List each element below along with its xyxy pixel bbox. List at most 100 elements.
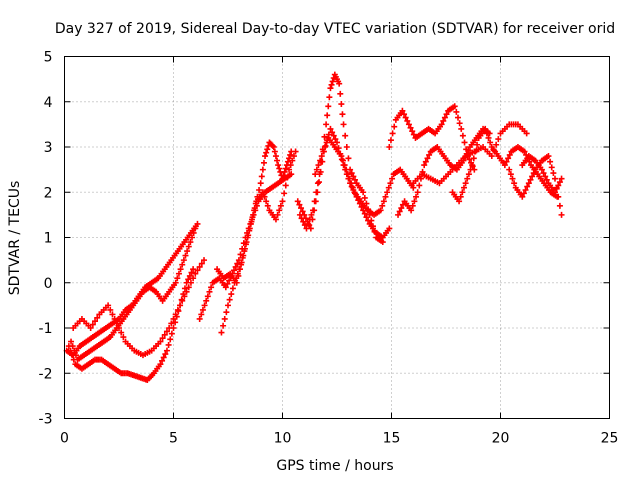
data-point xyxy=(548,164,555,171)
data-point xyxy=(349,184,356,191)
data-point xyxy=(326,94,333,101)
x-axis-label: GPS time / hours xyxy=(276,458,393,474)
data-point xyxy=(105,302,112,309)
data-point xyxy=(116,325,122,331)
data-point xyxy=(160,354,167,361)
data-point xyxy=(224,280,231,287)
data-point xyxy=(556,179,563,186)
data-point xyxy=(509,175,516,182)
data-point xyxy=(350,173,357,180)
data-point xyxy=(204,293,211,300)
data-point xyxy=(172,319,179,326)
data-point xyxy=(294,198,301,205)
data-point xyxy=(318,153,325,160)
data-point xyxy=(221,315,228,322)
data-point xyxy=(201,302,208,309)
data-point xyxy=(284,174,291,181)
data-point xyxy=(161,331,168,338)
data-point xyxy=(203,297,210,304)
data-point xyxy=(165,341,172,348)
series-track-6 xyxy=(218,139,295,336)
data-point xyxy=(208,284,215,291)
data-point xyxy=(538,166,545,173)
data-point xyxy=(459,132,466,139)
data-point xyxy=(530,170,537,177)
series-track-4 xyxy=(70,257,208,359)
data-point xyxy=(320,148,327,155)
data-point xyxy=(424,155,431,162)
data-point xyxy=(460,184,467,191)
data-point xyxy=(317,168,324,175)
data-point xyxy=(194,267,201,274)
data-point xyxy=(525,180,532,187)
data-point xyxy=(289,157,296,164)
data-point xyxy=(312,198,319,205)
data-point xyxy=(298,205,305,212)
data-point xyxy=(187,239,194,246)
data-point xyxy=(507,171,514,178)
data-point xyxy=(343,144,350,150)
data-point xyxy=(284,158,291,165)
data-point xyxy=(87,325,94,331)
data-point xyxy=(279,198,286,205)
data-point xyxy=(399,107,406,114)
data-point xyxy=(282,165,289,172)
data-point xyxy=(118,329,125,336)
data-point xyxy=(338,101,345,108)
data-points xyxy=(63,71,565,384)
data-point xyxy=(179,261,186,268)
data-point xyxy=(345,155,352,162)
data-point xyxy=(259,166,266,173)
chart-title: Day 327 of 2019, Sidereal Day-to-day VTE… xyxy=(55,21,615,37)
data-point xyxy=(240,252,247,259)
data-point xyxy=(501,162,508,169)
data-point xyxy=(474,141,481,148)
data-point xyxy=(250,211,257,218)
data-point xyxy=(290,153,297,160)
data-point xyxy=(386,225,393,232)
data-point xyxy=(505,155,512,162)
data-point xyxy=(519,193,526,200)
data-point xyxy=(109,311,116,318)
x-tick-label: 25 xyxy=(601,431,619,447)
data-point xyxy=(107,306,114,313)
y-tick-label: 4 xyxy=(44,95,53,111)
data-point xyxy=(495,136,502,143)
data-point xyxy=(467,166,474,173)
x-tick-label: 20 xyxy=(492,431,510,447)
data-point xyxy=(311,207,318,214)
data-point xyxy=(395,211,402,218)
data-point xyxy=(456,120,463,127)
data-point xyxy=(192,270,199,277)
data-point xyxy=(241,245,248,252)
data-point xyxy=(411,198,418,205)
data-point xyxy=(329,78,336,85)
data-point xyxy=(414,189,421,196)
data-point xyxy=(226,277,233,284)
data-point xyxy=(234,260,241,267)
data-point xyxy=(69,352,76,359)
data-point xyxy=(456,198,463,205)
data-point xyxy=(275,162,282,169)
data-point xyxy=(524,183,531,190)
data-point xyxy=(120,334,127,341)
data-point xyxy=(232,263,239,270)
data-point xyxy=(361,194,368,201)
data-point xyxy=(317,157,324,164)
data-point xyxy=(276,165,283,172)
data-point xyxy=(162,351,169,358)
data-point xyxy=(543,176,550,183)
data-point xyxy=(159,335,166,342)
data-point xyxy=(332,136,339,143)
data-point xyxy=(440,117,447,124)
series-track-14 xyxy=(449,125,561,205)
data-point xyxy=(545,153,552,160)
data-point xyxy=(282,182,289,189)
data-point xyxy=(387,137,394,144)
data-point xyxy=(236,266,243,273)
data-point xyxy=(269,142,276,149)
data-point xyxy=(187,279,194,286)
data-point xyxy=(407,124,414,131)
data-point xyxy=(315,162,322,169)
data-point xyxy=(421,162,428,169)
